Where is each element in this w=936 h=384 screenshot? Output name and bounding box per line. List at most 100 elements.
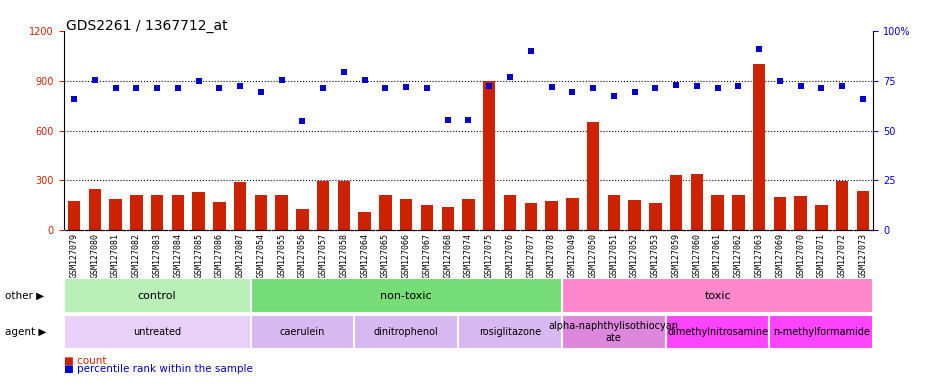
- Text: GSM127050: GSM127050: [588, 233, 597, 278]
- Bar: [731, 195, 744, 230]
- Text: GSM127065: GSM127065: [381, 233, 389, 278]
- Bar: [773, 197, 785, 230]
- Bar: [753, 64, 765, 230]
- Text: GSM127080: GSM127080: [90, 233, 99, 278]
- Bar: [234, 182, 246, 230]
- Bar: [64, 278, 250, 313]
- Bar: [690, 174, 702, 230]
- Text: GSM127074: GSM127074: [463, 233, 473, 278]
- Bar: [354, 315, 458, 349]
- Text: GSM127070: GSM127070: [796, 233, 804, 278]
- Text: alpha-naphthylisothiocyan
ate: alpha-naphthylisothiocyan ate: [548, 321, 678, 343]
- Bar: [441, 207, 453, 230]
- Point: [150, 85, 165, 91]
- Text: rosiglitazone: rosiglitazone: [478, 327, 540, 337]
- Text: GSM127057: GSM127057: [318, 233, 328, 278]
- Point: [668, 82, 683, 88]
- Point: [647, 85, 662, 91]
- Point: [108, 85, 123, 91]
- Point: [440, 117, 455, 123]
- Text: GSM127053: GSM127053: [651, 233, 659, 278]
- Text: dinitrophenol: dinitrophenol: [373, 327, 438, 337]
- Point: [170, 85, 185, 91]
- Point: [689, 83, 704, 89]
- Text: GSM127068: GSM127068: [443, 233, 452, 278]
- Text: GSM127059: GSM127059: [671, 233, 680, 278]
- Bar: [835, 181, 847, 230]
- Point: [253, 89, 268, 95]
- Bar: [151, 195, 163, 230]
- Bar: [565, 198, 578, 230]
- Bar: [379, 195, 391, 230]
- Point: [564, 89, 579, 95]
- Point: [274, 77, 289, 83]
- Point: [751, 46, 766, 52]
- Bar: [710, 195, 723, 230]
- Bar: [524, 203, 536, 230]
- Text: GSM127072: GSM127072: [837, 233, 846, 278]
- Point: [377, 85, 392, 91]
- Bar: [628, 200, 640, 230]
- Bar: [400, 199, 412, 230]
- Bar: [669, 175, 681, 230]
- Bar: [130, 195, 142, 230]
- Text: GSM127079: GSM127079: [69, 233, 79, 278]
- Bar: [64, 315, 250, 349]
- Point: [709, 85, 724, 91]
- Point: [481, 83, 496, 89]
- Text: GSM127064: GSM127064: [359, 233, 369, 278]
- Point: [399, 84, 414, 90]
- Bar: [337, 181, 350, 230]
- Text: GSM127081: GSM127081: [111, 233, 120, 278]
- Bar: [814, 205, 826, 230]
- Point: [212, 85, 227, 91]
- Point: [855, 96, 870, 102]
- Bar: [607, 195, 620, 230]
- Point: [522, 48, 537, 54]
- Text: GSM127056: GSM127056: [298, 233, 307, 278]
- Text: GSM127071: GSM127071: [816, 233, 825, 278]
- Text: GSM127069: GSM127069: [775, 233, 783, 278]
- Point: [834, 83, 849, 89]
- Bar: [420, 205, 432, 230]
- Point: [585, 85, 600, 91]
- Point: [295, 118, 310, 124]
- Text: other ▶: other ▶: [5, 291, 44, 301]
- Text: GSM127058: GSM127058: [339, 233, 348, 278]
- Bar: [358, 212, 371, 230]
- Text: GSM127082: GSM127082: [132, 233, 140, 278]
- Bar: [794, 196, 806, 230]
- Bar: [192, 192, 205, 230]
- Text: GSM127073: GSM127073: [857, 233, 867, 278]
- Bar: [562, 315, 665, 349]
- Point: [771, 78, 786, 84]
- Text: GSM127054: GSM127054: [256, 233, 265, 278]
- Text: ■ count: ■ count: [64, 356, 106, 366]
- Bar: [171, 195, 183, 230]
- Text: GSM127084: GSM127084: [173, 233, 183, 278]
- Point: [357, 77, 372, 83]
- Point: [544, 84, 559, 90]
- Bar: [255, 195, 267, 230]
- Text: GSM127075: GSM127075: [484, 233, 493, 278]
- Bar: [665, 315, 768, 349]
- Point: [232, 83, 247, 89]
- Point: [606, 93, 621, 99]
- Bar: [504, 195, 516, 230]
- Text: non-toxic: non-toxic: [380, 291, 431, 301]
- Bar: [89, 189, 101, 230]
- Bar: [250, 278, 562, 313]
- Point: [315, 85, 330, 91]
- Text: GSM127061: GSM127061: [712, 233, 722, 278]
- Text: GSM127049: GSM127049: [567, 233, 577, 278]
- Bar: [586, 122, 599, 230]
- Bar: [250, 315, 354, 349]
- Point: [461, 117, 475, 123]
- Text: GSM127076: GSM127076: [505, 233, 514, 278]
- Text: dimethylnitrosamine: dimethylnitrosamine: [666, 327, 768, 337]
- Bar: [562, 278, 872, 313]
- Text: GSM127085: GSM127085: [194, 233, 203, 278]
- Text: GSM127078: GSM127078: [547, 233, 555, 278]
- Bar: [275, 195, 287, 230]
- Bar: [856, 191, 869, 230]
